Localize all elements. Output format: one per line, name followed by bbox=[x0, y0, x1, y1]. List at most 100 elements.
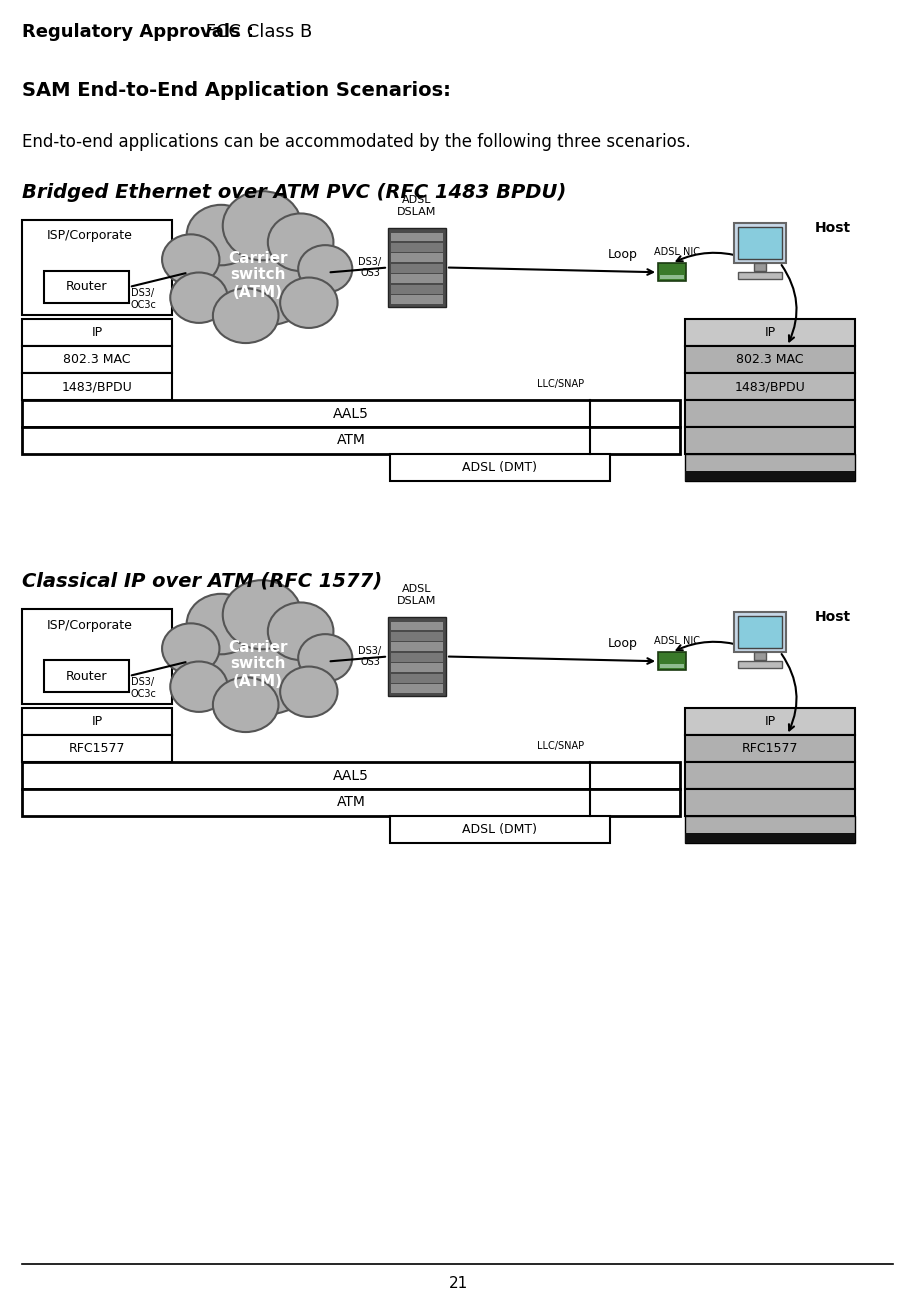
Bar bbox=[391, 643, 443, 651]
Bar bbox=[388, 228, 446, 307]
Ellipse shape bbox=[267, 214, 333, 272]
Ellipse shape bbox=[162, 235, 220, 285]
Ellipse shape bbox=[189, 219, 328, 327]
Text: (ATM): (ATM) bbox=[233, 285, 283, 300]
Text: ADSL NIC: ADSL NIC bbox=[654, 247, 700, 257]
Bar bbox=[391, 243, 443, 252]
Text: DS3/
OS3: DS3/ OS3 bbox=[358, 646, 382, 668]
Bar bbox=[22, 346, 172, 373]
Bar bbox=[734, 223, 786, 262]
Text: AAL5: AAL5 bbox=[333, 769, 369, 782]
Text: Loop: Loop bbox=[608, 248, 638, 261]
Text: ISP/Corporate: ISP/Corporate bbox=[47, 618, 133, 631]
Bar bbox=[685, 319, 855, 346]
Text: DS3/
OC3c: DS3/ OC3c bbox=[130, 677, 156, 699]
Text: Router: Router bbox=[66, 669, 107, 682]
Bar bbox=[660, 664, 684, 668]
Bar bbox=[754, 652, 766, 660]
Bar bbox=[734, 611, 786, 652]
Bar bbox=[391, 253, 443, 262]
Bar bbox=[738, 615, 782, 648]
Text: LLC/SNAP: LLC/SNAP bbox=[537, 379, 584, 390]
Bar bbox=[738, 227, 782, 258]
Bar bbox=[22, 400, 680, 426]
Text: Regulatory Approvals :: Regulatory Approvals : bbox=[22, 24, 254, 41]
Text: IP: IP bbox=[765, 715, 776, 728]
Ellipse shape bbox=[170, 661, 228, 712]
Text: switch: switch bbox=[230, 268, 286, 282]
Bar bbox=[660, 276, 684, 279]
Ellipse shape bbox=[223, 580, 301, 649]
Ellipse shape bbox=[299, 634, 353, 682]
Bar bbox=[391, 285, 443, 294]
Text: Router: Router bbox=[66, 281, 107, 294]
Text: switch: switch bbox=[230, 656, 286, 670]
Bar bbox=[658, 652, 686, 670]
Text: IP: IP bbox=[92, 325, 103, 338]
Ellipse shape bbox=[189, 607, 328, 715]
Text: Classical IP over ATM (RFC 1577): Classical IP over ATM (RFC 1577) bbox=[22, 572, 382, 590]
Text: IP: IP bbox=[765, 325, 776, 338]
Text: FCC Class B: FCC Class B bbox=[200, 24, 312, 41]
Text: ADSL (DMT): ADSL (DMT) bbox=[463, 823, 538, 836]
Text: IP: IP bbox=[92, 715, 103, 728]
Bar bbox=[685, 373, 855, 400]
Bar bbox=[685, 789, 855, 816]
Bar bbox=[22, 426, 680, 454]
Bar bbox=[685, 833, 855, 844]
Text: ADSL
DSLAM: ADSL DSLAM bbox=[398, 584, 437, 606]
Bar bbox=[738, 272, 782, 278]
Bar bbox=[22, 735, 172, 762]
Bar bbox=[685, 346, 855, 373]
Text: Host: Host bbox=[815, 610, 851, 623]
Text: DS3/
OC3c: DS3/ OC3c bbox=[130, 289, 156, 310]
Bar bbox=[391, 632, 443, 640]
Text: DS3/
OS3: DS3/ OS3 bbox=[358, 257, 382, 278]
Bar bbox=[685, 708, 855, 735]
Ellipse shape bbox=[187, 205, 256, 265]
Text: Host: Host bbox=[815, 220, 851, 235]
Ellipse shape bbox=[280, 278, 337, 328]
Text: ADSL (DMT): ADSL (DMT) bbox=[463, 461, 538, 474]
Text: SAM End-to-End Application Scenarios:: SAM End-to-End Application Scenarios: bbox=[22, 80, 451, 100]
Text: ISP/Corporate: ISP/Corporate bbox=[47, 230, 133, 243]
Text: 802.3 MAC: 802.3 MAC bbox=[63, 353, 131, 366]
Ellipse shape bbox=[213, 289, 278, 342]
Text: ATM: ATM bbox=[336, 795, 365, 810]
Ellipse shape bbox=[162, 623, 220, 674]
Ellipse shape bbox=[223, 192, 301, 260]
Bar bbox=[22, 609, 172, 705]
Bar bbox=[391, 663, 443, 672]
Text: AAL5: AAL5 bbox=[333, 407, 369, 421]
Bar bbox=[44, 660, 129, 691]
Ellipse shape bbox=[187, 594, 256, 655]
Bar bbox=[685, 454, 855, 482]
Bar bbox=[390, 816, 610, 844]
Bar bbox=[754, 262, 766, 270]
Text: 1483/BPDU: 1483/BPDU bbox=[735, 380, 805, 394]
Text: Carrier: Carrier bbox=[228, 640, 288, 655]
Bar bbox=[738, 661, 782, 668]
Text: Bridged Ethernet over ATM PVC (RFC 1483 BPDU): Bridged Ethernet over ATM PVC (RFC 1483 … bbox=[22, 182, 566, 202]
Bar bbox=[391, 232, 443, 241]
Bar bbox=[388, 617, 446, 695]
Text: Carrier: Carrier bbox=[228, 251, 288, 266]
Bar bbox=[391, 684, 443, 693]
Bar bbox=[22, 762, 680, 789]
Bar bbox=[44, 272, 129, 303]
Bar bbox=[685, 471, 855, 482]
Bar bbox=[685, 762, 855, 789]
Bar bbox=[22, 319, 172, 346]
Bar bbox=[22, 789, 680, 816]
Ellipse shape bbox=[267, 602, 333, 660]
Bar bbox=[391, 274, 443, 283]
Bar bbox=[658, 264, 686, 281]
Text: ATM: ATM bbox=[336, 433, 365, 447]
Bar bbox=[685, 816, 855, 844]
Bar bbox=[22, 373, 172, 400]
Ellipse shape bbox=[299, 245, 353, 293]
Bar bbox=[685, 400, 855, 426]
Bar bbox=[391, 653, 443, 661]
Text: (ATM): (ATM) bbox=[233, 674, 283, 689]
Bar bbox=[22, 708, 172, 735]
